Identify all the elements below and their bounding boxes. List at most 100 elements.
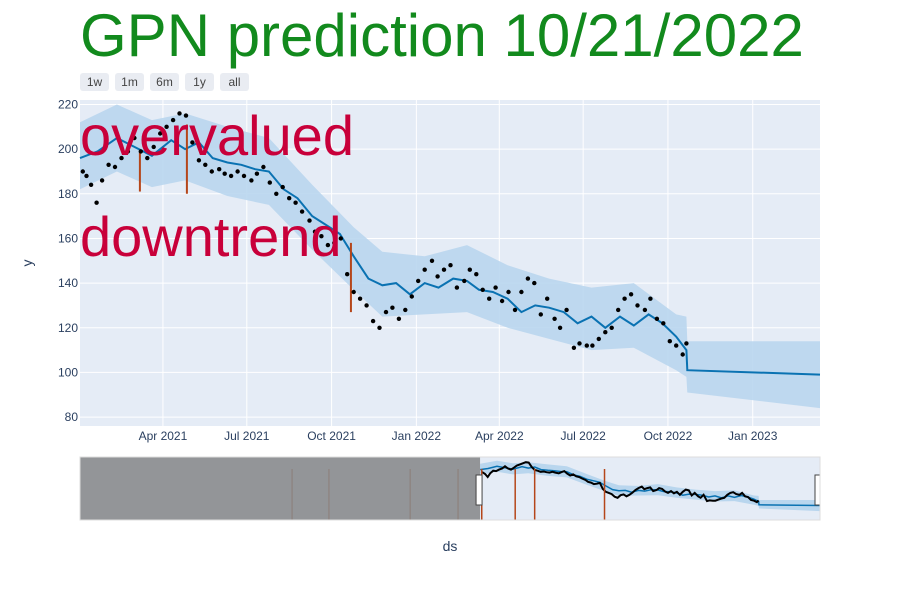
observed-point [254,171,260,176]
x-tick-labels: Apr 2021 Jul 2021 Oct 2021 Jan 2022 Apr 2022… [139,429,778,443]
range-button-bg[interactable] [220,73,249,91]
y-tick-label: 160 [58,231,78,245]
y-tick-label: 140 [58,276,78,290]
y-tick-label: 80 [65,410,79,424]
observed-point [203,162,208,167]
observed-point [661,321,666,326]
observed-point [299,209,305,214]
observed-point [119,155,124,161]
range-slider[interactable] [79,456,821,521]
observed-point [164,124,169,129]
observed-point [338,236,343,241]
x-tick-label: Jan 2022 [392,429,442,443]
range-button-bg[interactable] [185,73,214,91]
observed-point [217,167,222,172]
observed-point [525,276,531,281]
observed-point [403,307,408,313]
range-button-label[interactable]: all [228,75,240,89]
observed-point [106,162,111,167]
annotation-overvalued: overvalued [80,104,354,167]
observed-point [383,309,389,315]
range-button-bg[interactable] [150,73,179,91]
range-button-1m[interactable]: 1m [115,73,144,91]
range-button-1w[interactable]: 1w [80,73,109,91]
observed-point [94,200,99,205]
observed-point [351,289,356,295]
observed-point [88,182,94,187]
observed-point [196,158,202,163]
range-button-label[interactable]: 1m [121,75,138,89]
observed-point [667,339,672,344]
range-button-bg[interactable] [80,73,109,91]
observed-point [287,196,292,201]
observed-point [616,307,621,313]
range-button-1y[interactable]: 1y [185,73,214,91]
observed-point [416,278,421,284]
observed-point [190,140,195,145]
x-tick-label: Oct 2021 [307,429,356,443]
x-tick-label: Jan 2023 [728,429,778,443]
range-button-label[interactable]: 6m [156,75,173,89]
observed-point [674,343,679,348]
observed-point [307,218,312,223]
observed-point [158,131,163,136]
range-slider-handle-left[interactable] [475,474,483,506]
range-button-bg[interactable] [115,73,144,91]
observed-point [584,343,589,348]
chart-title: GPN prediction 10/21/2022 [80,2,804,69]
observed-point [622,296,627,301]
observed-point [390,305,395,310]
observed-point [132,135,137,141]
observed-point [462,278,467,284]
observed-point [325,242,331,248]
observed-point [177,111,182,116]
observed-point [345,272,350,277]
observed-point [274,191,279,196]
observed-point [564,307,569,313]
observed-point [183,113,189,118]
observed-point [170,117,176,123]
observed-point [99,178,105,183]
observed-point [409,294,414,299]
range-slider-handle-right[interactable] [814,474,821,506]
observed-point [603,330,608,335]
observed-point [654,316,660,321]
observed-point [474,272,479,277]
observed-point [241,173,247,179]
observed-point [680,352,685,357]
observed-point [480,287,485,292]
observed-point [145,155,150,161]
observed-point [512,307,518,313]
observed-point [648,296,653,301]
observed-point [370,318,376,324]
observed-point [84,173,89,179]
x-tick-label: Apr 2021 [139,429,188,443]
range-slider-points [480,461,760,504]
y-tick-label: 120 [58,321,78,335]
observed-point [596,336,601,342]
observed-point [571,345,577,350]
observed-point [267,180,272,185]
observed-point [684,341,689,346]
range-button-label[interactable]: 1y [193,75,206,89]
observed-point [396,316,402,321]
range-slider-band [480,460,820,512]
observed-point [332,240,337,246]
y-tick-label: 200 [58,142,78,156]
observed-point [487,296,492,301]
observed-point [429,258,435,263]
x-tick-label: Oct 2022 [644,429,693,443]
range-button-6m[interactable]: 6m [150,73,179,91]
y-tick-label: 100 [58,365,78,379]
range-button-label[interactable]: 1w [87,75,103,89]
uncertainty-band-area [80,104,820,409]
range-button-all[interactable]: all [220,73,249,91]
observed-point [151,144,156,150]
observed-point [552,316,557,321]
observed-point [377,325,382,330]
y-tick-labels: 80 100 120 140 160 180 200 220 [58,97,78,424]
observed-point [80,169,86,174]
x-tick-label: Apr 2022 [475,429,524,443]
range-selector: 1w 1m 6m 1y all [80,73,249,91]
